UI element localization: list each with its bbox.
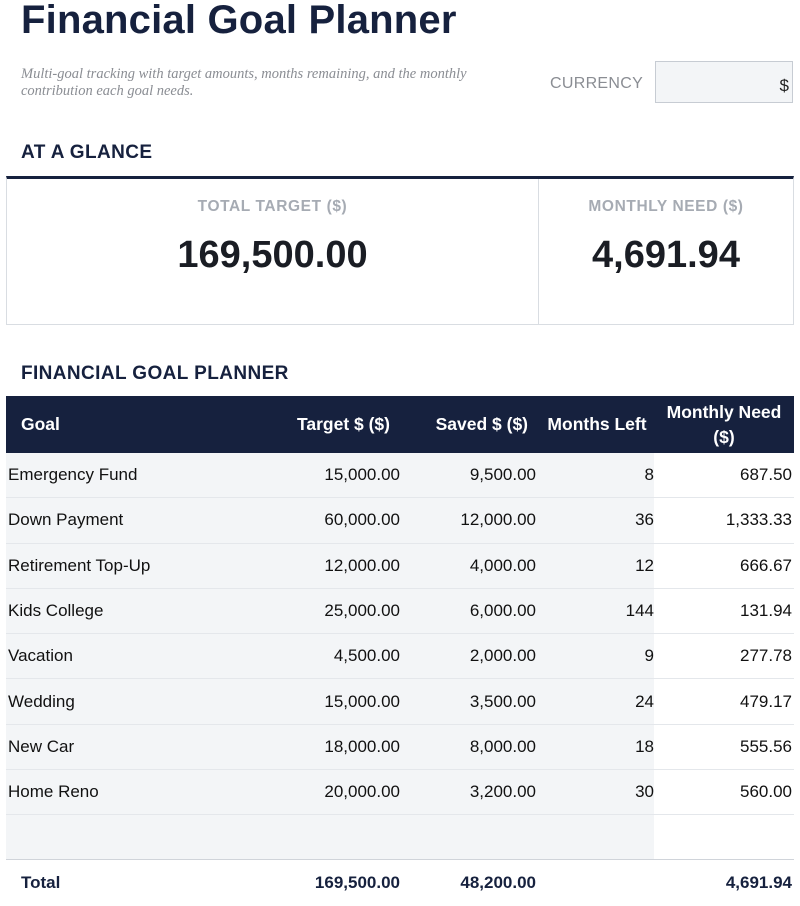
target-cell[interactable]: 12,000.00 (240, 543, 402, 588)
table-row: New Car 18,000.00 8,000.00 18 555.56 (6, 724, 794, 771)
total-label: Total (21, 873, 61, 893)
currency-input[interactable]: $ (655, 61, 793, 103)
table-row-empty (6, 815, 794, 861)
at-a-glance-panel: TOTAL TARGET ($) 169,500.00 MONTHLY NEED… (6, 176, 794, 325)
total-saved: 48,200.00 (460, 873, 536, 893)
table-header: Goal Target $ ($) Saved $ ($) Months Lef… (6, 396, 794, 453)
column-header-months-left: Months Left (547, 414, 647, 434)
target-cell[interactable]: 25,000.00 (240, 588, 402, 634)
months-left-cell[interactable]: 8 (540, 453, 654, 498)
empty-cell[interactable] (540, 815, 654, 860)
total-target-value: 169,500.00 (177, 234, 368, 276)
months-left-cell[interactable]: 18 (540, 724, 654, 770)
at-a-glance-heading: AT A GLANCE (21, 142, 153, 163)
total-months-left (540, 860, 654, 906)
column-header-target: Target $ ($) (296, 414, 390, 434)
months-left-cell[interactable]: 24 (540, 679, 654, 724)
target-cell[interactable]: 20,000.00 (240, 770, 402, 815)
monthly-need-cell: 666.67 (740, 555, 792, 575)
target-cell[interactable]: 60,000.00 (240, 498, 402, 543)
monthly-need-cell: 1,333.33 (725, 510, 792, 530)
goal-planner-heading: FINANCIAL GOAL PLANNER (21, 363, 289, 384)
saved-cell[interactable]: 6,000.00 (402, 588, 540, 634)
table-row: Down Payment 60,000.00 12,000.00 36 1,333.33 (6, 498, 794, 544)
months-left-cell[interactable]: 12 (540, 543, 654, 588)
monthly-need-cell: 131.94 (740, 601, 792, 621)
column-header-saved: Saved $ ($) (435, 414, 528, 434)
saved-cell[interactable]: 3,500.00 (402, 679, 540, 724)
table-row: Kids College 25,000.00 6,000.00 144 131.94 (6, 588, 794, 635)
monthly-need-cell: 277.78 (740, 646, 792, 666)
empty-cell[interactable] (240, 815, 402, 860)
monthly-need-card: MONTHLY NEED ($) 4,691.94 (539, 179, 793, 324)
goal-name-cell[interactable]: Vacation (6, 634, 240, 679)
goal-name-cell[interactable]: Home Reno (6, 770, 240, 815)
total-target-label: TOTAL TARGET ($) (197, 198, 348, 215)
goal-name-cell[interactable]: Kids College (6, 588, 240, 634)
target-cell[interactable]: 4,500.00 (240, 634, 402, 679)
target-cell[interactable]: 15,000.00 (240, 679, 402, 724)
monthly-need-label: MONTHLY NEED ($) (588, 198, 744, 215)
total-monthly-need: 4,691.94 (725, 873, 792, 893)
saved-cell[interactable]: 9,500.00 (402, 453, 540, 498)
goal-planner-table: Goal Target $ ($) Saved $ ($) Months Lef… (6, 396, 794, 906)
saved-cell[interactable]: 2,000.00 (402, 634, 540, 679)
saved-cell[interactable]: 8,000.00 (402, 724, 540, 770)
saved-cell[interactable]: 3,200.00 (402, 770, 540, 815)
goal-name-cell[interactable]: Wedding (6, 679, 240, 724)
monthly-need-cell: 479.17 (740, 691, 792, 711)
goal-name-cell[interactable]: Retirement Top-Up (6, 543, 240, 588)
empty-cell[interactable] (402, 815, 540, 860)
goal-name-cell[interactable]: New Car (6, 724, 240, 770)
target-cell[interactable]: 15,000.00 (240, 453, 402, 498)
months-left-cell[interactable]: 30 (540, 770, 654, 815)
months-left-cell[interactable]: 144 (540, 588, 654, 634)
months-left-cell[interactable]: 9 (540, 634, 654, 679)
total-target: 169,500.00 (314, 873, 400, 893)
table-row: Vacation 4,500.00 2,000.00 9 277.78 (6, 634, 794, 680)
page-subtitle: Multi-goal tracking with target amounts,… (21, 66, 467, 99)
table-row: Home Reno 20,000.00 3,200.00 30 560.00 (6, 770, 794, 816)
monthly-need-cell: 560.00 (740, 782, 792, 802)
saved-cell[interactable]: 12,000.00 (402, 498, 540, 543)
total-target-card: TOTAL TARGET ($) 169,500.00 (7, 179, 539, 324)
target-cell[interactable]: 18,000.00 (240, 724, 402, 770)
empty-cell[interactable] (6, 815, 240, 860)
column-header-goal: Goal (21, 414, 60, 434)
monthly-need-value: 4,691.94 (592, 234, 740, 276)
monthly-need-cell: 555.56 (740, 736, 792, 756)
table-row: Retirement Top-Up 12,000.00 4,000.00 12 666.… (6, 543, 794, 589)
currency-label: CURRENCY (550, 75, 644, 92)
table-total-row: Total 169,500.00 48,200.00 4,691.94 (6, 860, 794, 906)
months-left-cell[interactable]: 36 (540, 498, 654, 543)
page-title: Financial Goal Planner (21, 0, 457, 42)
column-header-monthly-need: Monthly Need ($) (666, 401, 782, 447)
empty-cell (654, 815, 794, 859)
goal-name-cell[interactable]: Emergency Fund (6, 453, 240, 498)
saved-cell[interactable]: 4,000.00 (402, 543, 540, 588)
goal-name-cell[interactable]: Down Payment (6, 498, 240, 543)
table-row: Wedding 15,000.00 3,500.00 24 479.17 (6, 679, 794, 725)
monthly-need-cell: 687.50 (740, 465, 792, 485)
table-row: Emergency Fund 15,000.00 9,500.00 8 687.50 (6, 453, 794, 499)
